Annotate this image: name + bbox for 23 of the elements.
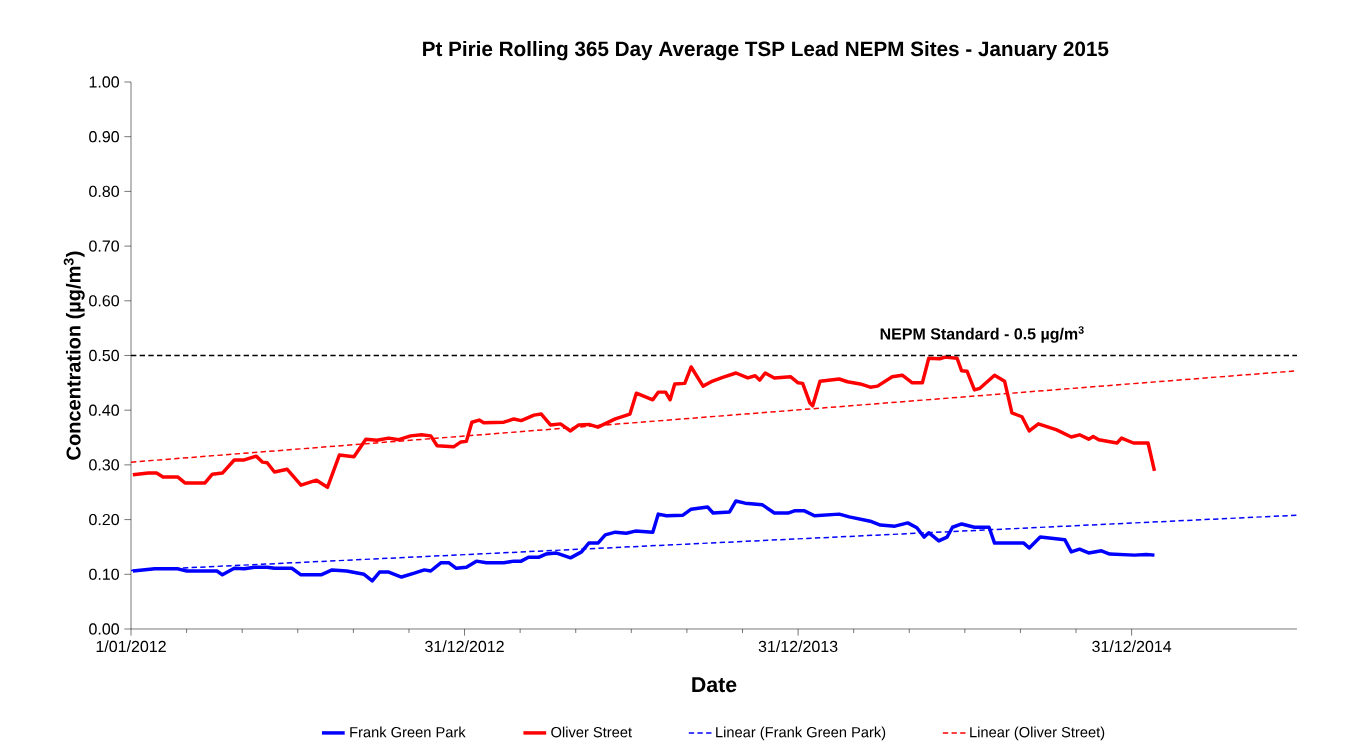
- y-tick-label: 0.10: [89, 568, 120, 580]
- x-tick-label: 31/12/2013: [758, 640, 838, 653]
- y-tick-label: 0.90: [89, 131, 120, 143]
- y-tick-label: 0.00: [89, 623, 120, 635]
- ref-line-label: NEPM Standard - 0.5 µg/m$^{3}$: [880, 326, 1084, 343]
- y-axis-title: Concentration (µg/m$^{3}$): [63, 251, 85, 460]
- y-tick-label: 0.60: [89, 295, 120, 307]
- x-tick-label: 31/12/2014: [1092, 640, 1172, 653]
- legend-label: Linear (Oliver Street): [970, 726, 1105, 741]
- legend-label: Frank Green Park: [350, 726, 466, 738]
- x-tick-label: 31/12/2012: [425, 640, 504, 653]
- y-tick-label: 0.80: [89, 185, 120, 198]
- y-tick-label: 0.50: [89, 349, 120, 362]
- y-tick-label: 0.70: [89, 240, 120, 252]
- y-tick-label: 0.20: [89, 513, 120, 526]
- legend-label: Oliver Street: [551, 726, 632, 738]
- x-tick-label: 1/01/2012: [96, 640, 166, 653]
- x-axis-title: Date: [692, 677, 737, 693]
- y-tick-label: 1.00: [89, 76, 120, 88]
- legend-label: Linear (Frank Green Park): [716, 726, 886, 741]
- y-tick-label: 0.40: [89, 404, 120, 416]
- y-tick-label: 0.30: [89, 459, 120, 471]
- chart-title: Pt Pirie Rolling 365 Day Average TSP Lead NEPM Sites - January 2015: [423, 40, 1109, 61]
